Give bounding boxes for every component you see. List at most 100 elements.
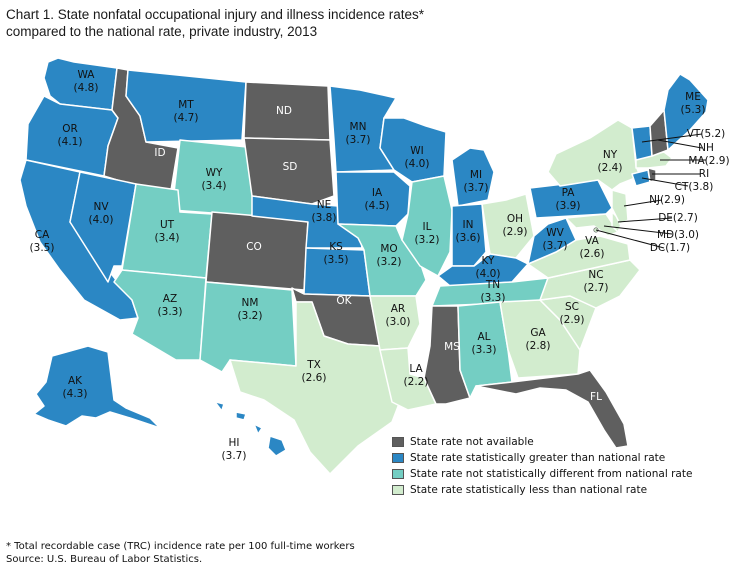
state-hi (215, 401, 287, 457)
state-rate-az: (3.3) (158, 306, 183, 318)
state-ia (335, 171, 411, 227)
state-rate-or: (4.1) (58, 136, 83, 148)
state-label-ia: IA (372, 187, 383, 199)
state-in (451, 203, 487, 267)
map-legend: State rate not available State rate stat… (392, 434, 692, 498)
leader-line-ct (641, 177, 689, 187)
state-nm (199, 281, 297, 373)
leader-line-nj (623, 199, 663, 207)
state-label-wa: WA (78, 69, 96, 81)
state-rate-ia: (4.5) (365, 200, 390, 212)
state-callout-ma: MA(2.9) (688, 155, 729, 167)
legend-item-less: State rate statistically less than natio… (392, 482, 692, 498)
state-label-va: VA (585, 235, 600, 247)
state-rate-va: (2.6) (580, 248, 605, 260)
legend-item-not-different: State rate not statistically different f… (392, 466, 692, 482)
state-label-co: CO (246, 241, 262, 253)
state-label-id: ID (154, 147, 165, 159)
legend-label-less: State rate statistically less than natio… (410, 484, 648, 496)
state-rate-nm: (3.2) (238, 310, 263, 322)
state-label-ms: MS (444, 341, 460, 353)
legend-swatch-less (392, 485, 404, 495)
chart-title: Chart 1. State nonfatal occupational inj… (6, 6, 526, 40)
state-rate-ca: (3.5) (30, 242, 55, 254)
state-label-oh: OH (507, 213, 523, 225)
state-rate-ga: (2.8) (526, 340, 551, 352)
state-rate-il: (3.2) (415, 234, 440, 246)
leader-line-vt (641, 133, 703, 143)
state-callout-de: DE(2.7) (658, 212, 698, 224)
state-label-ks: KS (329, 241, 343, 253)
state-label-ok: OK (336, 295, 352, 307)
footnote-trc: * Total recordable case (TRC) incidence … (6, 541, 355, 552)
state-rate-ky: (4.0) (476, 268, 501, 280)
state-label-al: AL (477, 331, 490, 343)
state-label-la: LA (409, 363, 423, 375)
state-callout-dc: DC(1.7) (650, 242, 690, 254)
state-ak (33, 345, 161, 429)
state-label-wi: WI (410, 145, 423, 157)
state-nc (539, 259, 641, 309)
state-md (565, 213, 619, 237)
state-label-ca: CA (35, 229, 50, 241)
leader-line-md (603, 225, 673, 235)
state-sd (243, 137, 335, 205)
state-label-hi: HI (229, 437, 240, 449)
state-label-wv: WV (546, 227, 564, 239)
leader-line-nh (657, 139, 703, 149)
state-rate-nc: (2.7) (584, 282, 609, 294)
state-rate-in: (3.6) (456, 232, 481, 244)
state-rate-wv: (3.7) (543, 240, 568, 252)
state-rate-wy: (3.4) (202, 180, 227, 192)
state-label-ut: UT (160, 219, 175, 231)
state-label-tx: TX (306, 359, 321, 371)
state-ar (369, 295, 421, 351)
legend-swatch-not-available (392, 437, 404, 447)
state-rate-me: (5.3) (681, 104, 706, 116)
state-vt (631, 125, 653, 161)
state-rate-al: (3.3) (472, 344, 497, 356)
state-label-ky: KY (482, 255, 496, 267)
state-rate-ne: (3.8) (312, 212, 337, 224)
state-callout-nj: NJ(2.9) (649, 194, 685, 206)
state-callout-nh: NH (698, 142, 714, 154)
state-pa (529, 179, 613, 219)
leader-line-dc (595, 229, 665, 249)
state-label-il: IL (423, 221, 432, 233)
state-label-nv: NV (93, 201, 109, 213)
state-label-mn: MN (350, 121, 367, 133)
state-fl (475, 369, 629, 449)
state-label-ar: AR (391, 303, 405, 315)
footnotes: * Total recordable case (TRC) incidence … (6, 540, 355, 566)
state-label-az: AZ (163, 293, 177, 305)
state-label-nc: NC (588, 269, 603, 281)
state-label-tn: TN (485, 279, 500, 291)
state-rate-nv: (4.0) (89, 214, 114, 226)
state-rate-wa: (4.8) (74, 82, 99, 94)
state-callout-md: MD(3.0) (657, 229, 699, 241)
state-label-ak: AK (68, 375, 83, 387)
state-label-sd: SD (283, 161, 298, 173)
source-note: Source: U.S. Bureau of Labor Statistics. (6, 554, 203, 565)
state-rate-pa: (3.9) (556, 200, 581, 212)
state-label-sc: SC (565, 301, 579, 313)
state-rate-mt: (4.7) (174, 112, 199, 124)
state-ny (547, 119, 641, 191)
state-rate-ny: (2.4) (598, 162, 623, 174)
state-rate-mn: (3.7) (346, 134, 371, 146)
state-rate-oh: (2.9) (503, 226, 528, 238)
legend-item-greater: State rate statistically greater than na… (392, 450, 692, 466)
leader-line-de (617, 217, 673, 223)
state-rate-ar: (3.0) (386, 316, 411, 328)
state-label-mt: MT (178, 99, 194, 111)
state-label-me: ME (685, 91, 701, 103)
state-label-nm: NM (242, 297, 259, 309)
state-label-ny: NY (603, 149, 618, 161)
legend-label-not-different: State rate not statistically different f… (410, 468, 693, 480)
state-rate-mo: (3.2) (377, 256, 402, 268)
state-label-fl: FL (590, 391, 602, 403)
state-callout-ct: CT(3.8) (675, 181, 714, 193)
legend-swatch-not-different (392, 469, 404, 479)
state-label-pa: PA (562, 187, 576, 199)
